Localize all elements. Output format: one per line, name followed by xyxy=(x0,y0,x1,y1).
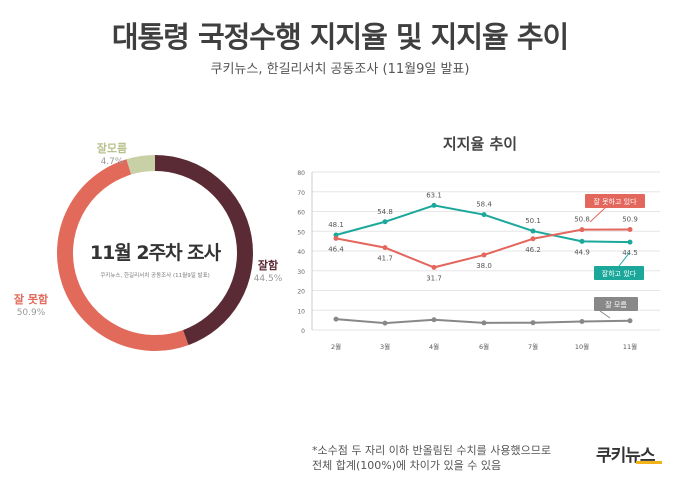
series-0-point-4 xyxy=(530,228,536,234)
series-0-point-5 xyxy=(579,238,585,244)
series-tag-label-1: 잘 못하고 있다 xyxy=(593,197,637,206)
x-tick-label-4: 7월 xyxy=(528,342,538,351)
series-tag-box-1 xyxy=(585,194,645,208)
series-1-data-label-6: 50.9 xyxy=(622,215,638,223)
series-1-data-label-4: 46.2 xyxy=(525,246,541,254)
series-0-data-label-5: 44.9 xyxy=(574,248,590,256)
series-tag-box-2 xyxy=(594,297,638,311)
series-1-data-label-3: 38.0 xyxy=(476,262,492,270)
x-tick-label-1: 3월 xyxy=(380,342,390,351)
series-1-data-label-0: 46.4 xyxy=(328,245,344,253)
series-2-point-4 xyxy=(530,320,536,326)
y-tick-label-1: 10 xyxy=(297,308,305,315)
series-2-point-2 xyxy=(431,317,437,323)
series-1-point-6 xyxy=(627,226,633,232)
footnote: *소수점 두 자리 이하 반올림된 수치를 사용했으므로 전체 합계(100%)… xyxy=(312,443,551,473)
series-1-point-0 xyxy=(333,235,339,241)
series-2-point-5 xyxy=(579,319,585,325)
y-tick-label-0: 0 xyxy=(301,328,305,335)
series-0-point-6 xyxy=(627,239,633,245)
series-0-point-3 xyxy=(481,212,487,218)
series-1-data-label-1: 41.7 xyxy=(377,255,393,263)
pie-value-2: 4.7% xyxy=(101,157,124,167)
series-0-point-2 xyxy=(431,202,437,208)
series-2-point-0 xyxy=(333,316,339,322)
line-chart-title: 지지율 추이 xyxy=(443,135,517,153)
series-tag-box-0 xyxy=(594,266,644,280)
brand-underline xyxy=(636,461,662,464)
series-0-data-label-1: 54.8 xyxy=(377,208,393,216)
x-tick-label-0: 2월 xyxy=(331,342,341,351)
donut-center-title: 11월 2주차 조사 xyxy=(90,242,222,264)
series-tag-leader-2 xyxy=(599,310,611,319)
pie-slice-0 xyxy=(154,155,253,346)
y-tick-label-6: 60 xyxy=(297,210,305,217)
series-1-data-label-2: 31.7 xyxy=(426,274,442,282)
series-1-point-2 xyxy=(431,264,437,270)
series-2-point-6 xyxy=(627,318,633,324)
series-2-point-1 xyxy=(382,320,388,326)
series-1-point-4 xyxy=(530,236,536,242)
series-0-data-label-2: 63.1 xyxy=(426,191,442,199)
y-tick-label-8: 80 xyxy=(297,170,305,177)
series-0-data-label-6: 44.5 xyxy=(622,249,638,257)
x-tick-label-5: 10월 xyxy=(575,342,589,351)
footnote-line-1: *소수점 두 자리 이하 반올림된 수치를 사용했으므로 xyxy=(312,444,551,457)
pie-label-1: 잘 못함 xyxy=(14,292,48,306)
y-tick-label-2: 20 xyxy=(297,289,305,296)
donut-center-subtitle: 쿠키뉴스, 한길리서치 공동조사 (11월9일 발표) xyxy=(100,271,210,279)
y-tick-label-5: 50 xyxy=(297,229,305,236)
pie-label-0: 잘함 xyxy=(258,258,278,272)
series-0-data-label-4: 50.1 xyxy=(525,217,541,225)
series-0-data-label-3: 58.4 xyxy=(476,201,492,209)
series-tag-leader-1 xyxy=(589,207,606,223)
x-tick-label-2: 4월 xyxy=(429,342,439,351)
pie-value-1: 50.9% xyxy=(17,308,46,318)
x-tick-label-6: 11월 xyxy=(623,342,637,351)
y-tick-label-7: 70 xyxy=(297,190,305,197)
series-tag-leader-0 xyxy=(618,251,631,267)
y-tick-label-3: 30 xyxy=(297,269,305,276)
series-2-point-3 xyxy=(481,320,487,326)
series-1-point-3 xyxy=(481,252,487,258)
y-tick-label-4: 40 xyxy=(297,249,305,256)
pie-slice-2 xyxy=(126,155,156,175)
series-0-point-1 xyxy=(382,219,388,225)
pie-slice-1 xyxy=(57,159,189,351)
series-tag-label-2: 잘 모름 xyxy=(605,301,627,309)
series-tag-label-0: 잘하고 있다 xyxy=(602,269,637,278)
series-1-point-1 xyxy=(382,245,388,251)
series-1-point-5 xyxy=(579,227,585,233)
pie-label-2: 잘모름 xyxy=(97,142,127,155)
pie-value-0: 44.5% xyxy=(254,274,283,284)
x-tick-label-3: 6월 xyxy=(479,342,489,351)
footnote-line-2: 전체 합계(100%)에 차이가 있을 수 있음 xyxy=(312,459,502,472)
series-1-data-label-5: 50.8 xyxy=(574,216,590,224)
series-0-data-label-0: 48.1 xyxy=(328,221,344,229)
page-subtitle: 쿠키뉴스, 한길리서치 공동조사 (11월9일 발표) xyxy=(210,62,470,77)
page-title: 대통령 국정수행 지지율 및 지지율 추이 xyxy=(111,20,569,54)
